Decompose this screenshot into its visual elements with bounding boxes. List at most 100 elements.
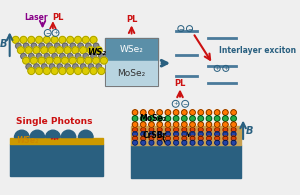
Circle shape xyxy=(198,110,203,115)
Circle shape xyxy=(77,57,84,64)
Circle shape xyxy=(190,116,195,121)
Circle shape xyxy=(47,43,52,49)
Text: −: − xyxy=(178,26,184,31)
Circle shape xyxy=(166,140,170,145)
Circle shape xyxy=(198,127,203,132)
Text: +: + xyxy=(53,30,58,35)
Text: Interlayer exciton: Interlayer exciton xyxy=(219,46,296,55)
Bar xyxy=(105,38,158,86)
Circle shape xyxy=(83,53,88,59)
Circle shape xyxy=(157,140,162,145)
Circle shape xyxy=(198,122,203,127)
Circle shape xyxy=(165,110,171,115)
Circle shape xyxy=(62,43,68,49)
Circle shape xyxy=(206,136,211,141)
Circle shape xyxy=(231,122,236,127)
Circle shape xyxy=(231,132,236,136)
Circle shape xyxy=(44,36,50,43)
Circle shape xyxy=(174,136,178,141)
Circle shape xyxy=(206,110,212,115)
Circle shape xyxy=(36,36,43,43)
Circle shape xyxy=(173,110,179,115)
Circle shape xyxy=(182,110,187,115)
Circle shape xyxy=(28,36,35,43)
Text: B: B xyxy=(246,126,253,136)
Circle shape xyxy=(90,67,97,74)
Bar xyxy=(131,145,242,178)
Circle shape xyxy=(69,57,76,64)
Circle shape xyxy=(88,47,94,54)
Circle shape xyxy=(157,132,162,136)
Circle shape xyxy=(85,57,92,64)
Circle shape xyxy=(206,127,211,132)
Circle shape xyxy=(67,67,74,74)
Circle shape xyxy=(223,116,228,121)
Bar xyxy=(131,126,242,145)
Circle shape xyxy=(64,47,71,54)
Circle shape xyxy=(39,43,44,49)
Circle shape xyxy=(49,47,56,54)
Circle shape xyxy=(173,116,179,121)
Circle shape xyxy=(223,127,228,132)
Bar xyxy=(10,144,103,176)
Circle shape xyxy=(206,122,212,127)
Circle shape xyxy=(99,53,104,59)
Text: PL: PL xyxy=(52,13,64,22)
Circle shape xyxy=(149,132,154,136)
Circle shape xyxy=(72,47,79,54)
Circle shape xyxy=(96,64,101,69)
Circle shape xyxy=(55,43,60,49)
Circle shape xyxy=(206,132,211,136)
Text: Single Photons: Single Photons xyxy=(16,117,93,127)
Circle shape xyxy=(223,110,228,115)
Circle shape xyxy=(141,127,146,132)
Circle shape xyxy=(75,53,81,59)
Circle shape xyxy=(182,132,187,136)
Circle shape xyxy=(174,132,178,136)
Text: WSe₂: WSe₂ xyxy=(16,136,38,145)
Text: +: + xyxy=(214,66,220,71)
Circle shape xyxy=(91,53,96,59)
Circle shape xyxy=(57,64,63,69)
Circle shape xyxy=(80,64,86,69)
Circle shape xyxy=(206,116,212,121)
Circle shape xyxy=(214,122,220,127)
Circle shape xyxy=(132,122,138,127)
Circle shape xyxy=(36,53,42,59)
Circle shape xyxy=(85,43,91,49)
Circle shape xyxy=(157,110,162,115)
Circle shape xyxy=(70,43,76,49)
Circle shape xyxy=(36,67,43,74)
Circle shape xyxy=(28,67,35,74)
Circle shape xyxy=(44,53,50,59)
Circle shape xyxy=(182,122,187,127)
Circle shape xyxy=(98,67,105,74)
Circle shape xyxy=(133,136,137,141)
Circle shape xyxy=(231,110,236,115)
Text: WSe₂: WSe₂ xyxy=(120,45,143,54)
Circle shape xyxy=(17,47,24,54)
Circle shape xyxy=(73,64,78,69)
Circle shape xyxy=(23,43,29,49)
Circle shape xyxy=(132,116,138,121)
Bar xyxy=(105,38,158,61)
Circle shape xyxy=(78,43,83,49)
Circle shape xyxy=(198,136,203,141)
Circle shape xyxy=(46,57,53,64)
Circle shape xyxy=(82,67,89,74)
Circle shape xyxy=(65,64,70,69)
Circle shape xyxy=(149,122,154,127)
Circle shape xyxy=(223,136,228,141)
Wedge shape xyxy=(61,130,76,137)
Circle shape xyxy=(88,64,94,69)
Text: MoSe₂: MoSe₂ xyxy=(118,69,146,78)
Circle shape xyxy=(166,136,170,141)
Circle shape xyxy=(182,127,187,132)
Circle shape xyxy=(133,132,137,136)
Circle shape xyxy=(174,140,178,145)
Circle shape xyxy=(173,122,179,127)
Circle shape xyxy=(198,140,203,145)
Circle shape xyxy=(80,47,87,54)
Circle shape xyxy=(95,47,102,54)
Text: CrSBr: CrSBr xyxy=(143,131,167,140)
